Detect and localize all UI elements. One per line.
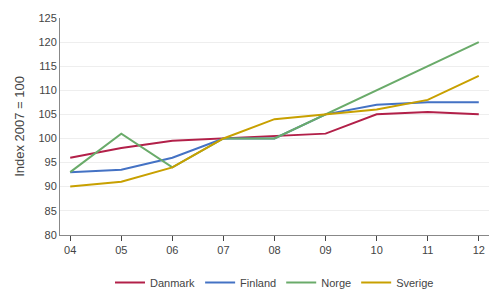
svg-text:80: 80 <box>45 229 57 241</box>
svg-text:11: 11 <box>422 244 433 256</box>
svg-text:06: 06 <box>166 244 178 256</box>
svg-text:85: 85 <box>45 205 57 217</box>
svg-text:07: 07 <box>217 244 229 256</box>
svg-text:120: 120 <box>38 36 56 48</box>
svg-text:Danmark: Danmark <box>150 277 195 289</box>
svg-text:10: 10 <box>371 244 383 256</box>
svg-text:Index 2007 = 100: Index 2007 = 100 <box>12 76 27 177</box>
svg-text:09: 09 <box>319 244 331 256</box>
svg-text:Norge: Norge <box>321 277 351 289</box>
svg-text:04: 04 <box>64 244 76 256</box>
svg-text:110: 110 <box>39 84 57 96</box>
svg-text:12: 12 <box>473 244 485 256</box>
svg-text:95: 95 <box>45 156 57 168</box>
svg-text:100: 100 <box>38 132 56 144</box>
svg-text:08: 08 <box>268 244 280 256</box>
svg-text:Finland: Finland <box>240 277 276 289</box>
svg-text:105: 105 <box>38 108 56 120</box>
svg-text:125: 125 <box>38 12 56 24</box>
svg-text:90: 90 <box>45 180 57 192</box>
svg-text:Sverige: Sverige <box>396 277 433 289</box>
svg-text:115: 115 <box>39 60 57 72</box>
svg-text:05: 05 <box>115 244 127 256</box>
